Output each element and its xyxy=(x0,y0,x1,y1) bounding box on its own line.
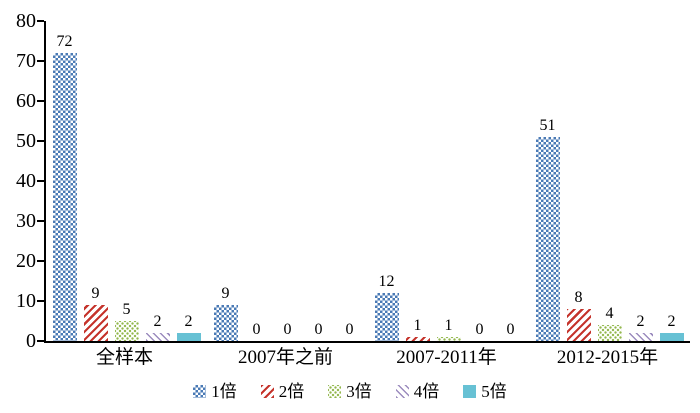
bar-slot: 0 xyxy=(499,321,523,341)
bar-group: 51 8 4 2 2 xyxy=(529,21,690,341)
y-axis-tick xyxy=(37,140,44,142)
y-axis-tick xyxy=(37,220,44,222)
legend-swatch-icon xyxy=(463,385,477,398)
bar-1倍 xyxy=(535,137,560,341)
category-label: 2007-2011年 xyxy=(396,347,497,368)
bar-slot: 5 xyxy=(114,301,139,341)
bar-1倍 xyxy=(374,293,399,341)
bar-5倍 xyxy=(659,333,684,341)
category-label: 2007年之前 xyxy=(237,347,333,368)
legend: 1倍 2倍 3倍 4倍 5倍 xyxy=(0,382,700,401)
bar-2倍 xyxy=(405,337,430,341)
bar-slot: 1 xyxy=(436,317,461,341)
y-axis-tick-label: 30 xyxy=(16,210,36,232)
value-label: 8 xyxy=(574,289,583,306)
value-label: 1 xyxy=(444,317,453,334)
y-axis-tick-label: 20 xyxy=(16,250,36,272)
value-label: 2 xyxy=(184,313,193,330)
bar-slot: 2 xyxy=(628,313,653,341)
bar-group: 72 9 5 2 2 xyxy=(46,21,207,341)
y-axis-tick xyxy=(37,180,44,182)
y-axis-tick-label: 10 xyxy=(16,290,36,312)
bar-slot: 12 xyxy=(374,273,399,341)
bar-3倍 xyxy=(114,321,139,341)
y-axis-tick xyxy=(37,260,44,262)
legend-swatch-icon xyxy=(328,385,342,398)
plot-area: 72 9 5 2 2 9 0 0 0 0 12 1 1 0 0 51 8 4 2 2 xyxy=(44,21,690,343)
bar-slot: 51 xyxy=(535,117,560,341)
bar-group: 9 0 0 0 0 xyxy=(207,21,368,341)
bar-slot: 2 xyxy=(145,313,170,341)
category-label: 2012-2015年 xyxy=(556,347,659,368)
value-label: 0 xyxy=(314,321,323,338)
bar-4倍 xyxy=(628,333,653,341)
legend-swatch-icon xyxy=(193,385,207,398)
value-label: 0 xyxy=(345,321,354,338)
legend-swatch-icon xyxy=(395,385,409,398)
bar-slot: 0 xyxy=(276,321,300,341)
legend-label: 1倍 xyxy=(211,382,237,401)
bar-slot: 0 xyxy=(338,321,362,341)
bar-slot: 1 xyxy=(405,317,430,341)
value-label: 12 xyxy=(378,273,395,290)
y-axis-tick xyxy=(37,300,44,302)
value-label: 0 xyxy=(506,321,515,338)
bar-2倍 xyxy=(566,309,591,341)
bar-slot: 0 xyxy=(307,321,331,341)
bar-2倍 xyxy=(83,305,108,341)
y-axis-tick xyxy=(37,340,44,342)
bar-slot: 9 xyxy=(213,285,238,341)
legend-item: 1倍 xyxy=(193,382,237,401)
bar-slot: 2 xyxy=(176,313,201,341)
value-label: 4 xyxy=(605,305,614,322)
category-label: 全样本 xyxy=(95,347,153,368)
bar-3倍 xyxy=(436,337,461,341)
bar-slot: 9 xyxy=(83,285,108,341)
y-axis-tick-label: 50 xyxy=(16,130,36,152)
y-axis-tick-label: 80 xyxy=(16,10,36,32)
value-label: 2 xyxy=(636,313,645,330)
legend-item: 3倍 xyxy=(328,382,372,401)
bar-4倍 xyxy=(145,333,170,341)
value-label: 9 xyxy=(91,285,100,302)
bar-slot: 2 xyxy=(659,313,684,341)
value-label: 0 xyxy=(252,321,261,338)
value-label: 0 xyxy=(475,321,484,338)
bar-slot: 4 xyxy=(597,305,622,341)
legend-item: 2倍 xyxy=(260,382,305,401)
y-axis-tick-label: 0 xyxy=(26,330,36,352)
legend-label: 2倍 xyxy=(278,382,305,401)
value-label: 5 xyxy=(122,301,131,318)
value-label: 2 xyxy=(153,313,162,330)
x-axis-category-labels: 全样本 2007年之前 2007-2011年 2012-2015年 xyxy=(44,347,688,369)
legend-item: 4倍 xyxy=(395,382,440,401)
y-axis-tick-label: 70 xyxy=(16,50,36,72)
y-axis-tick xyxy=(37,60,44,62)
bar-1倍 xyxy=(213,305,238,341)
legend-swatch-icon xyxy=(260,385,274,398)
y-axis-tick-label: 40 xyxy=(16,170,36,192)
y-axis-tick xyxy=(37,20,44,22)
y-axis-tick-label: 60 xyxy=(16,90,36,112)
legend-label: 4倍 xyxy=(413,382,440,401)
bar-group: 12 1 1 0 0 xyxy=(368,21,529,341)
bar-3倍 xyxy=(597,325,622,341)
bar-slot: 8 xyxy=(566,289,591,341)
legend-label: 5倍 xyxy=(481,382,507,401)
legend-label: 3倍 xyxy=(346,382,372,401)
y-axis-tick xyxy=(37,100,44,102)
bar-slot: 0 xyxy=(468,321,492,341)
bar-slot: 72 xyxy=(52,33,77,341)
bar-5倍 xyxy=(176,333,201,341)
value-label: 72 xyxy=(56,33,73,50)
value-label: 51 xyxy=(539,117,556,134)
value-label: 2 xyxy=(667,313,676,330)
legend-item: 5倍 xyxy=(463,382,507,401)
value-label: 9 xyxy=(221,285,230,302)
bar-slot: 0 xyxy=(245,321,269,341)
value-label: 1 xyxy=(413,317,422,334)
bar-1倍 xyxy=(52,53,77,341)
value-label: 0 xyxy=(283,321,292,338)
